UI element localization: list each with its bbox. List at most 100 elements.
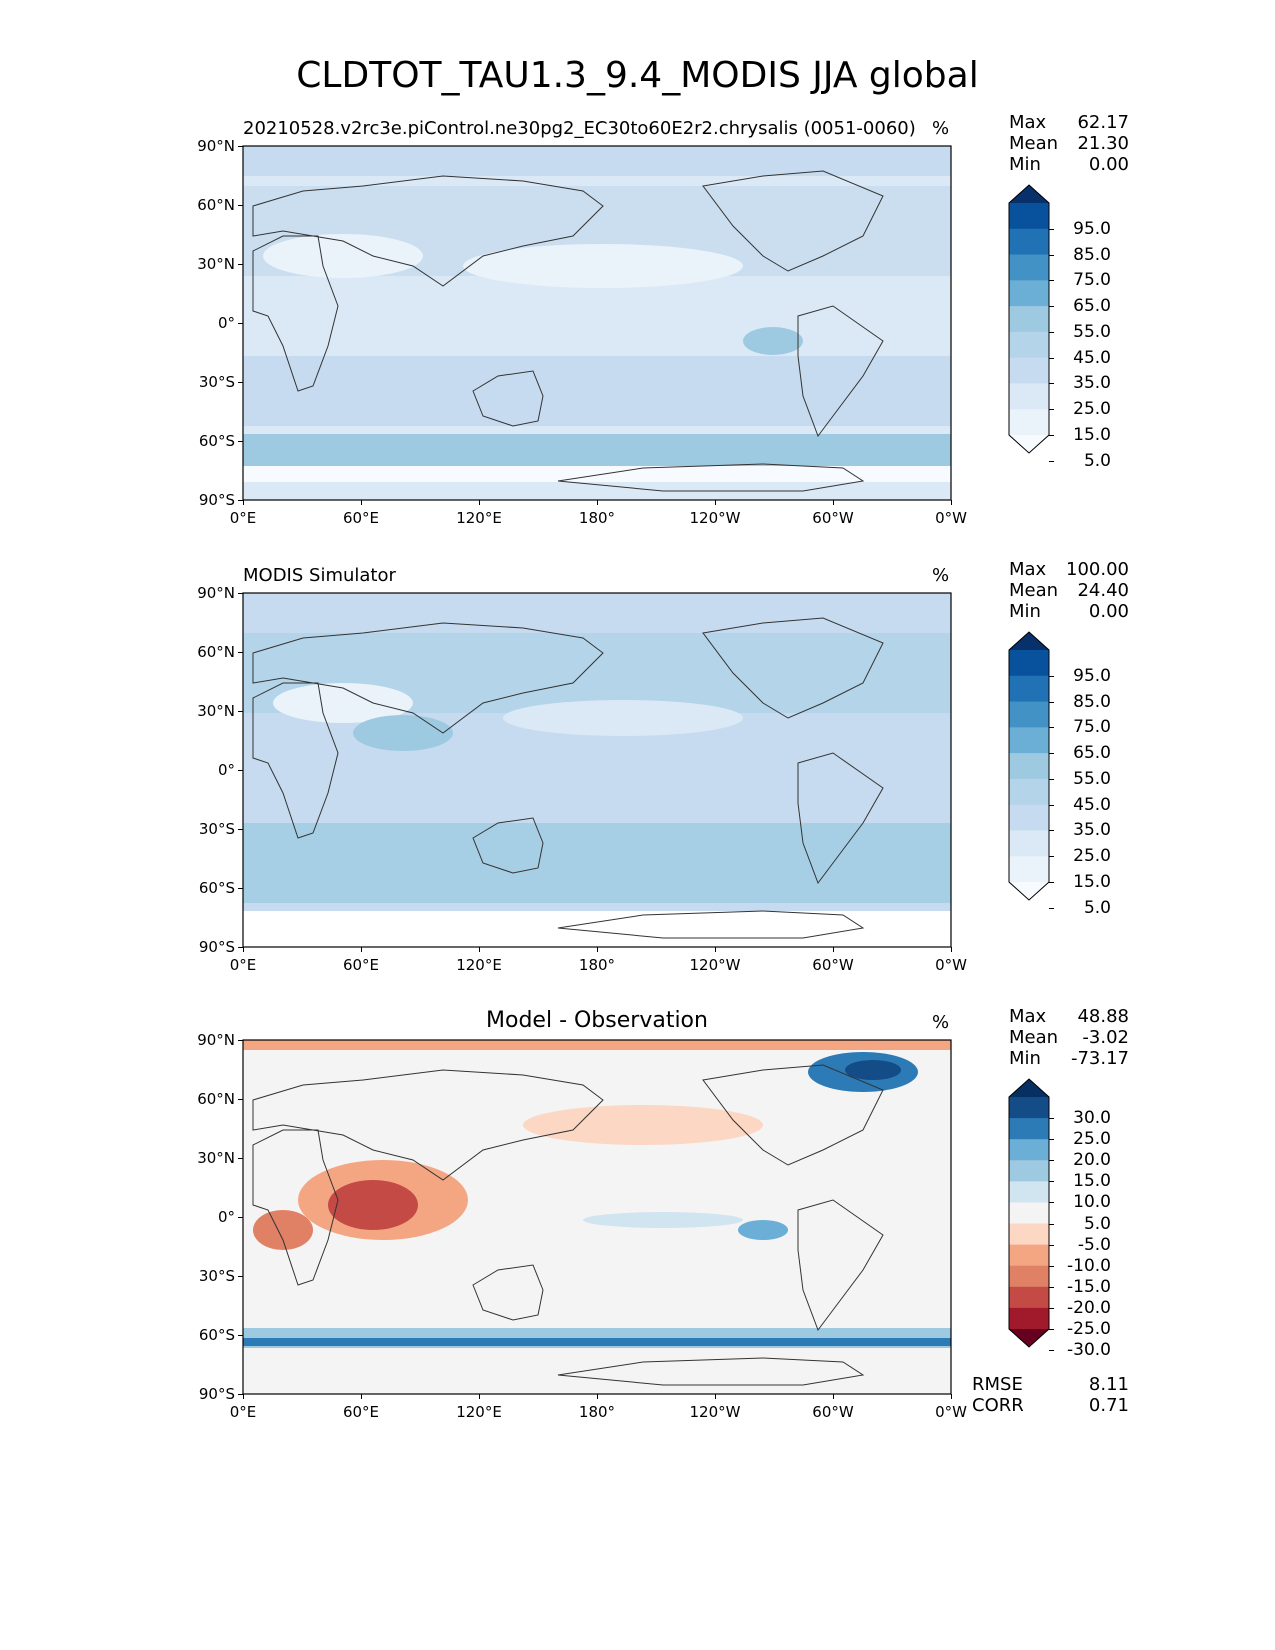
lon-tick-mark: [597, 500, 598, 505]
lat-tick-label: 90°S: [198, 1385, 235, 1403]
colorbar-segment: [1009, 1139, 1049, 1161]
colorbar-segment: [1009, 650, 1049, 677]
lon-tick-mark: [243, 1394, 244, 1399]
colorbar-label: -15.0: [1067, 1276, 1111, 1297]
colorbar-tick: [1049, 331, 1054, 333]
colorbar-tick: [1049, 254, 1054, 256]
colorbar-tick: [1049, 1329, 1054, 1330]
colorbar-tick: [1049, 1286, 1054, 1288]
lon-tick-mark: [479, 500, 480, 505]
lat-tick-label: 60°S: [198, 1326, 235, 1344]
lon-tick-label: 120°E: [456, 956, 502, 974]
lat-tick-mark: [238, 888, 243, 889]
coastlines: [252, 1064, 884, 1386]
colorbar-label: 25.0: [1073, 399, 1111, 420]
lat-tick-mark: [238, 264, 243, 265]
colorbar-outline: [1008, 1078, 1050, 1348]
stat-min-label: Min: [1009, 154, 1041, 175]
subtropic-clear-region: [463, 244, 743, 288]
lat-tick-mark: [238, 441, 243, 442]
lon-tick-mark: [361, 1394, 362, 1399]
colorbar-segment: [1009, 1223, 1049, 1246]
peru-anomaly: [738, 1220, 788, 1240]
southern-ocean-core-anomaly: [243, 1338, 951, 1346]
colorbar-segment: [1009, 1181, 1049, 1203]
colorbar-label: 10.0: [1073, 1192, 1111, 1213]
coastlines: [252, 617, 884, 939]
lon-tick-mark: [715, 947, 716, 952]
corr-value: 0.71: [1088, 1395, 1129, 1416]
lon-tick-mark: [833, 1394, 834, 1399]
lon-tick-label: 180°: [578, 956, 616, 974]
panel-3-units: %: [932, 1012, 950, 1033]
stat-max-label: Max: [1009, 1006, 1047, 1027]
colorbar-segment: [1009, 228, 1049, 256]
colorbar-segment: [1009, 1286, 1049, 1309]
colorbar-label: 25.0: [1073, 1129, 1111, 1150]
colorbar-label: 65.0: [1073, 296, 1111, 317]
stat-mean-value: 21.30: [1077, 133, 1129, 154]
stat-max-label: Max: [1009, 112, 1047, 133]
lat-tick-label: 60°N: [197, 196, 235, 214]
lon-tick-label: 0°E: [229, 956, 257, 974]
lat-tick-label: 90°N: [197, 584, 235, 602]
colorbar-outline: [1008, 184, 1050, 454]
lon-tick-mark: [715, 500, 716, 505]
southern-cloud-band: [243, 356, 951, 426]
panel-2-title: MODIS Simulator: [243, 565, 396, 586]
north-pacific-anomaly: [523, 1105, 763, 1145]
colorbar-segment: [1009, 1202, 1049, 1225]
lat-tick-mark: [238, 1040, 243, 1041]
colorbar-segment: [1009, 753, 1049, 780]
lon-tick-mark: [243, 500, 244, 505]
stat-max-label: Max: [1009, 559, 1047, 580]
colorbar-extend-top: [1009, 632, 1049, 650]
north-america-outline: [702, 170, 884, 272]
colorbar-tick: [1049, 753, 1054, 755]
lat-tick-mark: [238, 205, 243, 206]
south-america-outline: [797, 752, 884, 885]
lon-tick-mark: [597, 1394, 598, 1399]
colorbar-label: 45.0: [1073, 794, 1111, 815]
stat-min-label: Min: [1009, 601, 1041, 622]
lat-tick-label: 0°: [217, 761, 235, 779]
colorbar-tick: [1049, 409, 1054, 411]
stat-min-label: Min: [1009, 1048, 1041, 1069]
lat-tick-label: 0°: [217, 314, 235, 332]
lon-tick-label: 60°E: [342, 509, 380, 527]
colorbar-segment: [1009, 1244, 1049, 1267]
south-america-outline: [797, 1199, 884, 1332]
lat-tick-mark: [238, 829, 243, 830]
panel-1-map: [242, 145, 952, 501]
lat-tick-mark: [238, 1217, 243, 1218]
colorbar-segment: [1009, 254, 1049, 281]
lat-tick-label: 30°N: [197, 1149, 235, 1167]
lon-tick-label: 120°W: [689, 509, 741, 527]
colorbar-tick: [1049, 228, 1054, 230]
colorbar-extend-bottom: [1009, 1329, 1049, 1347]
lat-tick-label: 30°N: [197, 702, 235, 720]
lat-tick-mark: [238, 652, 243, 653]
lon-tick-label: 120°E: [456, 509, 502, 527]
arctic-band: [243, 1040, 951, 1050]
rmse-label: RMSE: [972, 1374, 1023, 1395]
equatorial-pacific-anomaly: [583, 1212, 743, 1228]
lon-tick-mark: [951, 947, 952, 952]
lon-tick-label: 180°: [578, 509, 616, 527]
stat-max-value: 62.17: [1077, 112, 1129, 133]
lon-tick-label: 120°E: [456, 1403, 502, 1421]
colorbar-tick: [1049, 907, 1054, 909]
australia-outline: [472, 370, 544, 427]
stat-max-value: 100.00: [1066, 559, 1129, 580]
stat-mean-label: Mean: [1009, 133, 1059, 154]
colorbar-label: 75.0: [1073, 270, 1111, 291]
lon-tick-mark: [833, 947, 834, 952]
lat-tick-label: 60°N: [197, 643, 235, 661]
colorbar-extend-bottom: [1009, 435, 1049, 453]
colorbar: [1008, 631, 1050, 901]
colorbar-tick: [1049, 882, 1054, 883]
lon-tick-mark: [361, 500, 362, 505]
lat-tick-mark: [238, 1276, 243, 1277]
lat-tick-label: 30°S: [198, 1267, 235, 1285]
